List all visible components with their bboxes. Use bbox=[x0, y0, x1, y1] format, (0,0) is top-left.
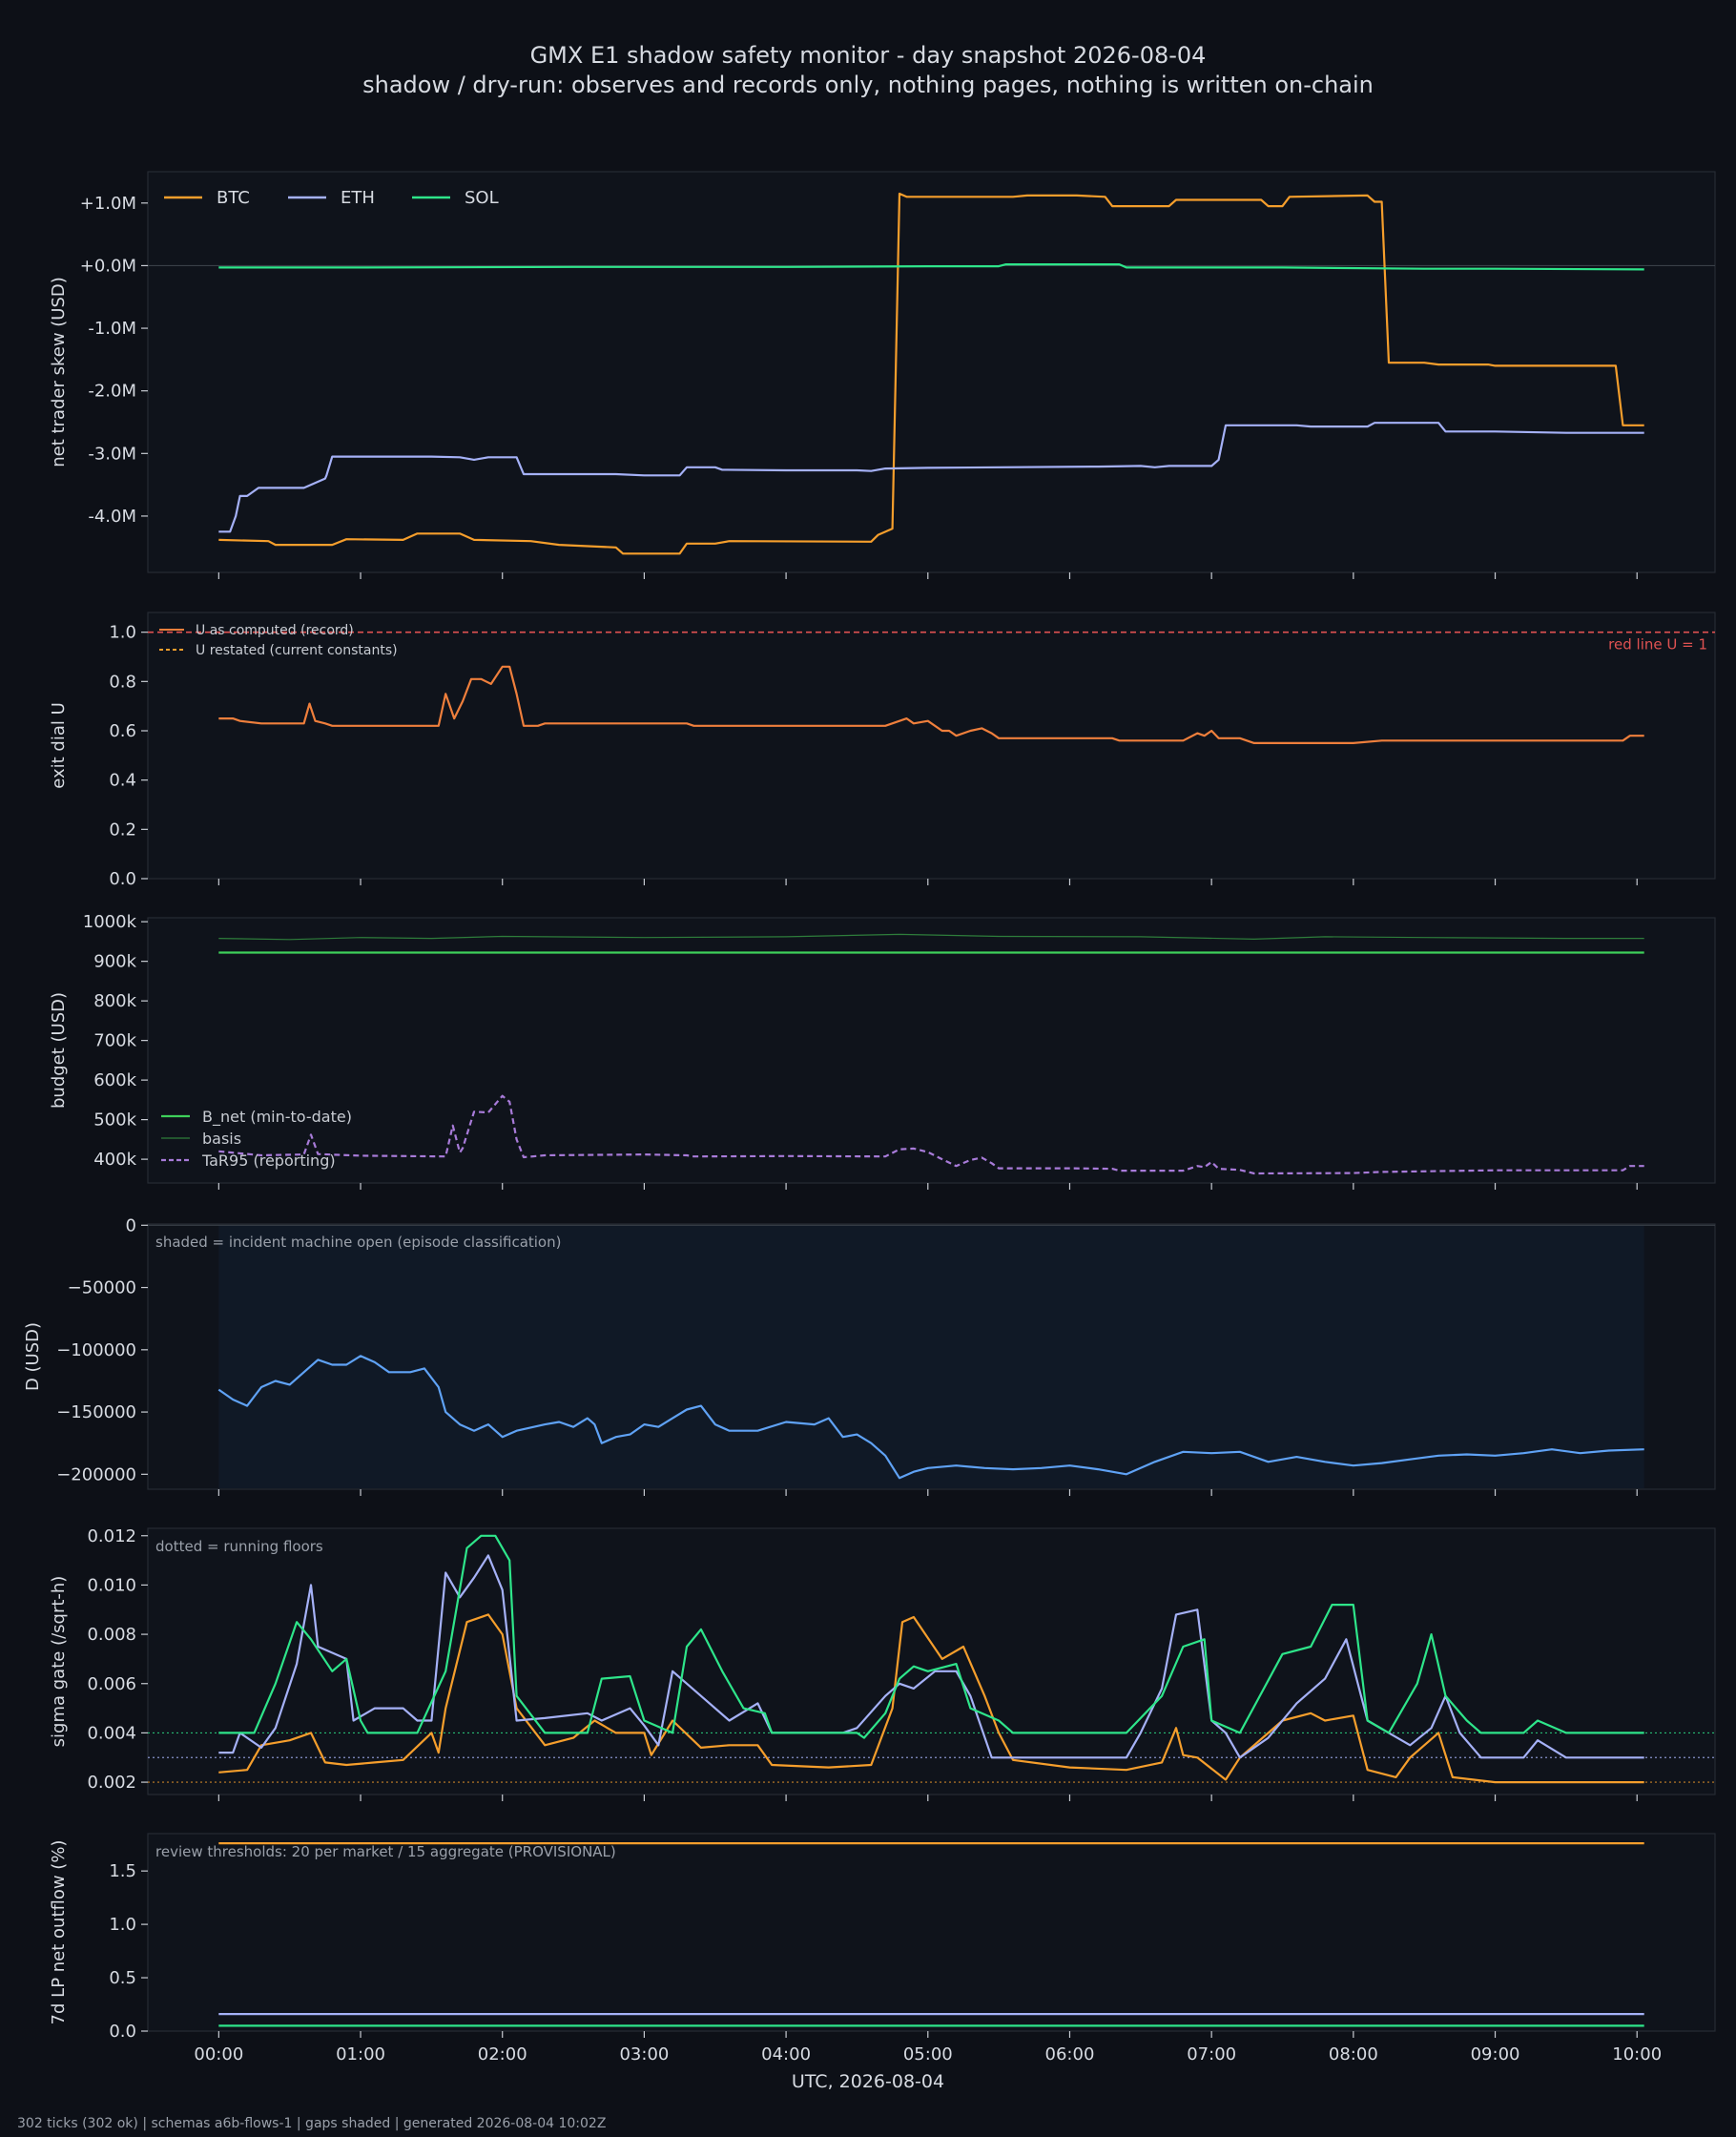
y-tick-label: -2.0M bbox=[88, 382, 136, 402]
y-tick-label: 900k bbox=[93, 952, 136, 972]
legend-label: ETH bbox=[341, 188, 375, 208]
x-tick-label: 06:00 bbox=[1045, 2044, 1095, 2064]
x-tick-label: 01:00 bbox=[336, 2044, 385, 2064]
y-tick-label: 0.4 bbox=[109, 771, 136, 791]
legend-exit-dial: U as computed (record) U restated (curren… bbox=[159, 623, 398, 658]
panel-1: +1.0M +0.0M -1.0M -2.0M -3.0M -4.0M net trader… bbox=[49, 171, 1716, 579]
x-tick-label: 00:00 bbox=[194, 2044, 243, 2064]
panel-4: 0 −50000 −100000 −150000 −200000 D (USD) shade… bbox=[23, 1215, 1716, 1496]
chart-panels: +1.0M +0.0M -1.0M -2.0M -3.0M -4.0M net trader… bbox=[23, 171, 1716, 2042]
x-tick-label: 10:00 bbox=[1612, 2044, 1662, 2064]
y-tick-label: 0 bbox=[126, 1215, 136, 1235]
x-tick-label: 08:00 bbox=[1329, 2044, 1378, 2064]
y-axis-label: budget (USD) bbox=[49, 992, 69, 1109]
legend-label: basis bbox=[202, 1130, 241, 1148]
y-tick-label: 0.8 bbox=[109, 672, 136, 692]
x-tick-label: 09:00 bbox=[1471, 2044, 1520, 2064]
series-line-d bbox=[217, 1355, 1644, 1480]
legend-label: SOL bbox=[465, 188, 499, 208]
y-tick-label: -3.0M bbox=[88, 444, 136, 464]
x-axis-label: UTC, 2026-08-04 bbox=[792, 2071, 944, 2092]
panel-annotation: dotted = running floors bbox=[155, 1538, 323, 1555]
y-tick-label: 800k bbox=[93, 991, 136, 1011]
y-tick-label: −100000 bbox=[56, 1340, 136, 1360]
panel-2: 1.0 0.8 0.6 0.4 0.2 0.0 exit dial U red line U … bbox=[49, 612, 1716, 889]
series-line-sol bbox=[218, 263, 1644, 271]
panel-annotation: review thresholds: 20 per market / 15 ag… bbox=[155, 1843, 616, 1860]
legend-label: U restated (current constants) bbox=[196, 643, 398, 658]
y-tick-label: −50000 bbox=[68, 1278, 136, 1298]
series-line-btc bbox=[218, 192, 1644, 555]
y-tick-label: 400k bbox=[93, 1150, 136, 1170]
y-axis-label: 7d LP net outflow (%) bbox=[49, 1840, 69, 2025]
y-axis-label: sigma gate (/sqrt-h) bbox=[49, 1576, 69, 1748]
panel-3: 1000k 900k 800k 700k 600k 500k 400k budget (USD… bbox=[49, 912, 1716, 1190]
y-tick-label: 0.008 bbox=[87, 1625, 136, 1645]
x-tick-label: 05:00 bbox=[903, 2044, 953, 2064]
y-tick-label: 500k bbox=[93, 1110, 136, 1131]
x-axis: 00:00 01:00 02:00 03:00 04:00 05:00 06:00 07:00… bbox=[194, 2044, 1662, 2064]
y-tick-label: −150000 bbox=[56, 1402, 136, 1422]
y-tick-label: 0.5 bbox=[109, 1968, 136, 1988]
series-line-eth bbox=[218, 1554, 1644, 1759]
legend-label: B_net (min-to-date) bbox=[202, 1108, 352, 1127]
y-axis-label: D (USD) bbox=[23, 1322, 43, 1391]
y-tick-label: +0.0M bbox=[80, 256, 136, 276]
y-tick-label: 600k bbox=[93, 1070, 136, 1090]
panel-frame bbox=[147, 612, 1716, 880]
legend-markets: BTC ETH SOL bbox=[164, 188, 499, 208]
series-line-basis bbox=[218, 933, 1644, 941]
panel-frame bbox=[147, 1833, 1716, 2032]
y-tick-label: 1.5 bbox=[109, 1861, 136, 1881]
y-tick-label: −200000 bbox=[56, 1464, 136, 1484]
y-tick-label: 0.004 bbox=[87, 1723, 136, 1743]
footer-status: 302 ticks (302 ok) | schemas a6b-flows-1… bbox=[17, 2116, 606, 2131]
x-tick-label: 02:00 bbox=[478, 2044, 527, 2064]
y-axis-label: net trader skew (USD) bbox=[49, 277, 69, 467]
y-tick-label: 0.010 bbox=[87, 1575, 136, 1595]
y-tick-label: 700k bbox=[93, 1031, 136, 1051]
y-tick-label: 0.2 bbox=[109, 820, 136, 840]
y-tick-label: +1.0M bbox=[80, 194, 136, 214]
y-tick-label: 0.006 bbox=[87, 1674, 136, 1694]
figure-subtitle: shadow / dry-run: observes and records o… bbox=[362, 72, 1374, 98]
incident-shade bbox=[218, 1225, 1644, 1488]
y-tick-label: 0.0 bbox=[109, 869, 136, 889]
panel-frame bbox=[147, 171, 1716, 573]
y-tick-label: 0.012 bbox=[87, 1526, 136, 1546]
x-tick-label: 03:00 bbox=[619, 2044, 669, 2064]
y-tick-label: 1.0 bbox=[109, 1915, 136, 1935]
red-line-label: red line U = 1 bbox=[1608, 636, 1707, 654]
y-tick-label: 1000k bbox=[83, 912, 137, 932]
y-tick-label: 0.002 bbox=[87, 1773, 136, 1793]
y-tick-label: -1.0M bbox=[88, 319, 136, 339]
y-tick-label: 1.0 bbox=[109, 623, 136, 643]
legend-label: TaR95 (reporting) bbox=[201, 1151, 336, 1170]
legend-label: BTC bbox=[217, 188, 250, 208]
panel-frame bbox=[147, 917, 1716, 1184]
x-tick-label: 07:00 bbox=[1187, 2044, 1236, 2064]
panel-annotation: shaded = incident machine open (episode … bbox=[155, 1234, 561, 1251]
legend-label: U as computed (record) bbox=[196, 623, 354, 638]
y-tick-label: 0.6 bbox=[109, 721, 136, 741]
panel-frame bbox=[147, 1527, 1716, 1795]
series-line-btc bbox=[218, 1613, 1644, 1784]
series-line-sol bbox=[218, 1534, 1644, 1739]
figure-title: GMX E1 shadow safety monitor - day snaps… bbox=[530, 42, 1207, 69]
panel-6: 1.5 1.0 0.5 0.0 7d LP net outflow (%) review … bbox=[49, 1833, 1716, 2042]
y-tick-label: -4.0M bbox=[88, 507, 136, 527]
y-tick-label: 0.0 bbox=[109, 2022, 136, 2042]
panel-5: 0.012 0.010 0.008 0.006 0.004 0.002 sigma gate… bbox=[49, 1526, 1716, 1801]
series-line-u-as-computed-record bbox=[218, 665, 1644, 744]
legend-budget: B_net (min-to-date) basis TaR95 (reporting… bbox=[161, 1108, 352, 1170]
x-tick-label: 04:00 bbox=[761, 2044, 811, 2064]
y-axis-label: exit dial U bbox=[49, 702, 69, 789]
series-line-eth bbox=[218, 422, 1644, 533]
series-line-tar95-reporting bbox=[218, 1094, 1644, 1175]
